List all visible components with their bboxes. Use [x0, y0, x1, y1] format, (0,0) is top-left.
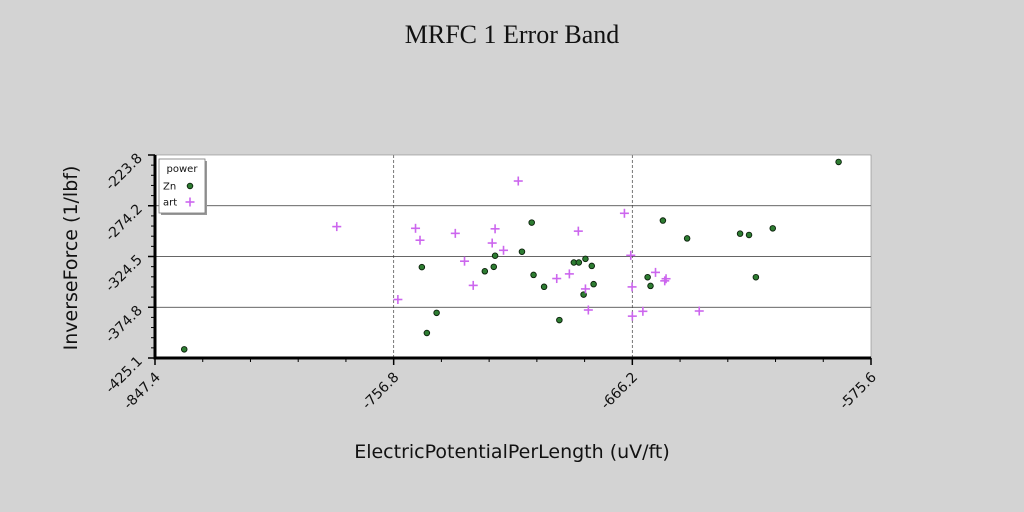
data-point-art	[619, 208, 629, 218]
data-point-zn	[835, 158, 842, 166]
axes	[148, 154, 872, 365]
data-point-zn	[575, 259, 583, 266]
data-point-art	[651, 267, 661, 277]
series-zn	[180, 158, 842, 353]
data-point-art	[552, 274, 562, 284]
data-point-zn	[418, 263, 426, 271]
legend: power Zn art	[158, 158, 207, 215]
y-tick-label: -274.2	[103, 201, 146, 244]
data-point-zn	[745, 231, 753, 239]
data-point-zn	[490, 263, 498, 271]
data-point-zn	[647, 282, 654, 290]
y-tick-label: -374.8	[103, 303, 146, 346]
legend-marker-zn	[186, 182, 194, 190]
data-point-zn	[433, 309, 440, 317]
data-point-art	[627, 311, 637, 321]
legend-label-zn: Zn	[163, 182, 176, 193]
data-point-art	[490, 224, 500, 234]
data-point-zn	[180, 346, 188, 353]
data-point-art	[332, 222, 342, 232]
x-tick-label: -756.8	[359, 370, 402, 413]
data-point-art	[487, 238, 497, 248]
data-points	[180, 158, 842, 353]
legend-label-art: art	[163, 198, 177, 209]
data-point-zn	[582, 255, 589, 263]
legend-title: power	[167, 164, 199, 175]
data-point-art	[583, 305, 593, 315]
data-point-zn	[481, 268, 489, 275]
data-point-zn	[590, 280, 597, 288]
y-tick-label: -223.8	[103, 151, 146, 194]
data-point-art	[468, 280, 478, 290]
data-point-art	[513, 176, 523, 186]
data-point-zn	[736, 230, 744, 237]
data-point-zn	[556, 316, 563, 324]
data-point-art	[638, 306, 648, 316]
y-axis-label: InverseForce (1/lbf)	[60, 166, 82, 351]
data-point-zn	[530, 271, 537, 279]
data-point-zn	[644, 273, 651, 281]
series-art	[332, 176, 704, 321]
y-tick-label: -324.5	[103, 252, 146, 295]
data-point-zn	[423, 329, 431, 337]
data-point-art	[460, 256, 470, 266]
data-point-art	[694, 306, 704, 316]
data-point-zn	[588, 262, 596, 270]
legend-marker-art	[185, 197, 195, 207]
grid-lines	[155, 155, 871, 358]
data-point-art	[661, 274, 671, 284]
data-point-zn	[491, 252, 499, 259]
data-point-zn	[659, 217, 667, 224]
data-point-art	[393, 295, 403, 305]
data-point-art	[580, 284, 590, 294]
data-point-zn	[683, 235, 691, 242]
data-point-zn	[769, 225, 776, 232]
data-point-art	[660, 276, 670, 286]
data-point-art	[450, 228, 460, 238]
data-point-art	[411, 223, 421, 233]
legend-box	[158, 158, 206, 214]
data-point-zn	[540, 283, 548, 291]
x-tick-label: -575.6	[837, 369, 880, 412]
data-point-zn	[752, 273, 760, 281]
x-tick-label: -666.2	[598, 370, 641, 413]
chart-title: MRFC 1 Error Band	[405, 20, 620, 49]
x-axis-label: ElectricPotentialPerLength (uV/ft)	[354, 441, 670, 463]
data-point-art	[564, 269, 574, 279]
data-point-zn	[518, 248, 526, 255]
data-point-art	[626, 250, 636, 260]
data-point-art	[573, 226, 583, 236]
data-point-art	[415, 235, 425, 245]
data-point-art	[627, 282, 637, 292]
data-point-art	[499, 245, 509, 255]
data-point-zn	[528, 219, 535, 226]
